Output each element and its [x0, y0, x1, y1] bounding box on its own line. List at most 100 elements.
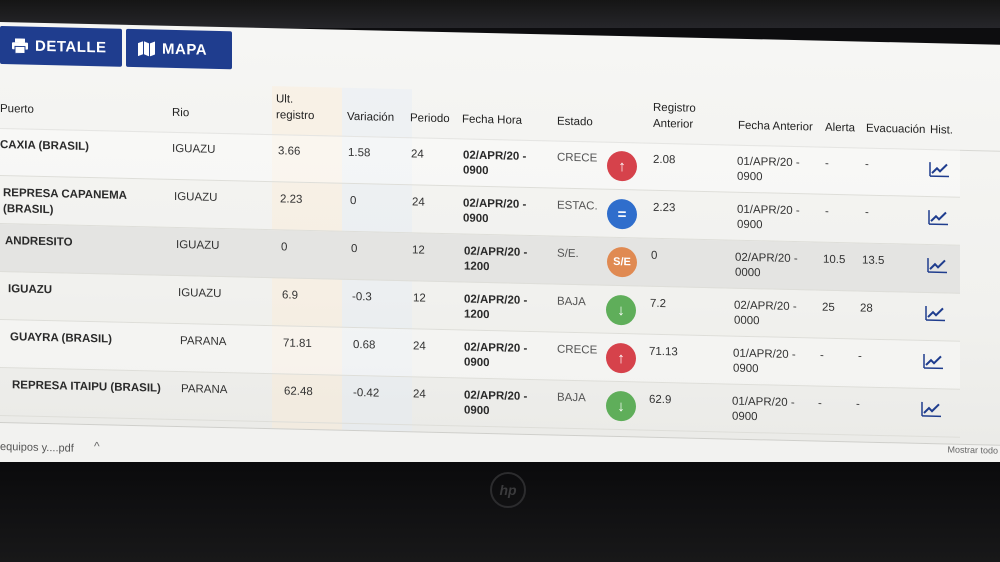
app-screen: DETALLE MAPA Puerto Rio Ult. registro Va…	[0, 22, 1000, 485]
cell-fecha-hora: 02/APR/20 -	[464, 293, 528, 307]
cell-fecha-anterior-time: 0000	[734, 314, 760, 328]
col-registro-anterior-line1[interactable]: Registro	[653, 101, 696, 115]
cell-evacuacion: -	[865, 158, 869, 171]
cell-fecha-anterior-time: 0900	[732, 410, 758, 424]
col-estado[interactable]: Estado	[557, 115, 593, 129]
cell-rio: IGUAZU	[176, 238, 220, 252]
cell-registro-anterior: 2.08	[653, 153, 676, 167]
cell-puerto: REPRESA CAPANEMA	[3, 187, 127, 202]
cell-variacion: 0	[351, 242, 358, 256]
col-ult-registro-line2[interactable]: registro	[276, 109, 315, 123]
cell-evacuacion: 28	[860, 302, 873, 315]
print-icon	[12, 37, 28, 54]
cell-periodo: 24	[412, 196, 425, 209]
col-variacion[interactable]: Variación	[347, 110, 395, 124]
mapa-button[interactable]: MAPA	[126, 28, 232, 70]
cell-rio: IGUAZU	[174, 190, 218, 204]
cell-rio: PARANA	[180, 335, 227, 349]
cell-variacion: -0.3	[352, 290, 372, 304]
mapa-button-label: MAPA	[162, 40, 208, 59]
cell-alerta: 10.5	[823, 253, 846, 267]
cell-evacuacion: -	[858, 350, 862, 363]
download-file-item[interactable]: equipos y....pdf	[0, 441, 74, 455]
cell-evacuacion: 13.5	[862, 254, 885, 268]
cell-estado: CRECE	[557, 151, 598, 165]
cell-evacuacion: -	[865, 206, 869, 219]
cell-rio: IGUAZU	[178, 287, 222, 301]
cell-registro-anterior: 62.9	[649, 393, 672, 407]
table-row[interactable]: ANDRESITO IGUAZU 0 0 12 02/APR/20 - 1200…	[0, 224, 960, 294]
cell-fecha-hora-time: 0900	[463, 164, 489, 178]
col-evacuacion[interactable]: Evacuación	[866, 122, 926, 137]
cell-variacion: -0.42	[353, 387, 380, 400]
trend-chart-icon[interactable]	[924, 304, 946, 322]
cell-fecha-anterior: 01/APR/20 -	[732, 395, 795, 410]
cell-fecha-hora: 02/APR/20 -	[463, 197, 527, 211]
cell-estado: BAJA	[557, 391, 586, 405]
col-fecha-hora[interactable]: Fecha Hora	[462, 113, 523, 127]
cell-alerta: -	[820, 349, 824, 362]
monitor-top-bezel	[0, 0, 1000, 28]
cell-periodo: 24	[413, 388, 426, 401]
cell-periodo: 12	[413, 292, 426, 305]
cell-periodo: 24	[413, 340, 426, 353]
cell-variacion: 0	[350, 194, 357, 208]
sin-estado-icon: S/E	[607, 246, 637, 278]
col-puerto[interactable]: Puerto	[0, 103, 34, 116]
trend-chart-icon[interactable]	[927, 208, 949, 226]
cell-alerta: -	[818, 397, 822, 410]
cell-fecha-anterior: 01/APR/20 -	[733, 347, 796, 362]
show-all-link[interactable]: Mostrar todo	[947, 444, 998, 456]
cell-fecha-hora-time: 0900	[463, 212, 489, 226]
arrow-up-icon: ↑	[606, 342, 636, 374]
trend-chart-icon[interactable]	[928, 160, 950, 178]
cell-fecha-anterior-time: 0900	[737, 170, 763, 184]
detalle-button[interactable]: DETALLE	[0, 26, 122, 67]
trend-chart-icon[interactable]	[920, 400, 942, 418]
cell-estado: CRECE	[557, 343, 598, 357]
hp-logo: hp	[490, 472, 526, 508]
cell-registro-anterior: 0	[651, 249, 658, 262]
chevron-up-icon[interactable]: ^	[94, 439, 100, 454]
cell-fecha-hora-time: 1200	[464, 260, 490, 274]
cell-estado: S/E.	[557, 247, 579, 261]
cell-fecha-anterior-time: 0900	[737, 218, 763, 232]
col-registro-anterior-line2[interactable]: Anterior	[653, 117, 694, 131]
cell-fecha-hora-time: 1200	[464, 308, 490, 322]
col-ult-registro-line1[interactable]: Ult.	[276, 93, 294, 106]
arrow-down-icon: ↓	[606, 390, 636, 422]
col-hist[interactable]: Hist.	[930, 124, 953, 137]
col-periodo[interactable]: Periodo	[410, 112, 450, 126]
rivers-table: Puerto Rio Ult. registro Variación Perio…	[0, 80, 1000, 442]
cell-alerta: -	[825, 205, 829, 218]
table-row[interactable]: REPRESA ITAIPU (BRASIL) PARANA 62.48 -0.…	[0, 368, 960, 438]
table-row[interactable]: IGUAZU IGUAZU 6.9 -0.3 12 02/APR/20 - 12…	[0, 272, 960, 342]
col-fecha-anterior[interactable]: Fecha Anterior	[738, 119, 813, 134]
cell-fecha-hora-time: 0900	[464, 356, 490, 370]
cell-ult-registro: 6.9	[282, 289, 298, 302]
cell-ult-registro: 62.48	[284, 385, 313, 399]
table-row[interactable]: GUAYRA (BRASIL) PARANA 71.81 0.68 24 02/…	[0, 320, 960, 390]
cell-fecha-anterior-time: 0000	[735, 266, 761, 280]
col-alerta[interactable]: Alerta	[825, 121, 856, 135]
cell-registro-anterior: 2.23	[653, 201, 676, 215]
detalle-button-label: DETALLE	[35, 37, 107, 56]
cell-fecha-anterior: 02/APR/20 -	[735, 251, 798, 266]
cell-puerto: CAXIA (BRASIL)	[0, 139, 90, 154]
cell-puerto: IGUAZU	[8, 283, 53, 297]
cell-alerta: 25	[822, 301, 835, 314]
trend-chart-icon[interactable]	[926, 256, 948, 274]
cell-fecha-hora: 02/APR/20 -	[464, 389, 528, 403]
col-rio[interactable]: Rio	[172, 106, 190, 120]
table-row[interactable]: CAXIA (BRASIL) IGUAZU 3.66 1.58 24 02/AP…	[0, 128, 960, 198]
cell-fecha-anterior: 01/APR/20 -	[737, 203, 800, 218]
cell-evacuacion: -	[856, 398, 860, 411]
cell-fecha-hora-time: 0900	[464, 404, 490, 418]
cell-registro-anterior: 71.13	[649, 345, 678, 359]
cell-ult-registro: 0	[281, 241, 288, 254]
cell-ult-registro: 3.66	[278, 145, 301, 158]
cell-puerto: GUAYRA (BRASIL)	[10, 331, 113, 346]
trend-chart-icon[interactable]	[922, 352, 944, 370]
table-row[interactable]: REPRESA CAPANEMA (BRASIL) IGUAZU 2.23 0 …	[0, 176, 960, 246]
cell-ult-registro: 2.23	[280, 193, 303, 206]
